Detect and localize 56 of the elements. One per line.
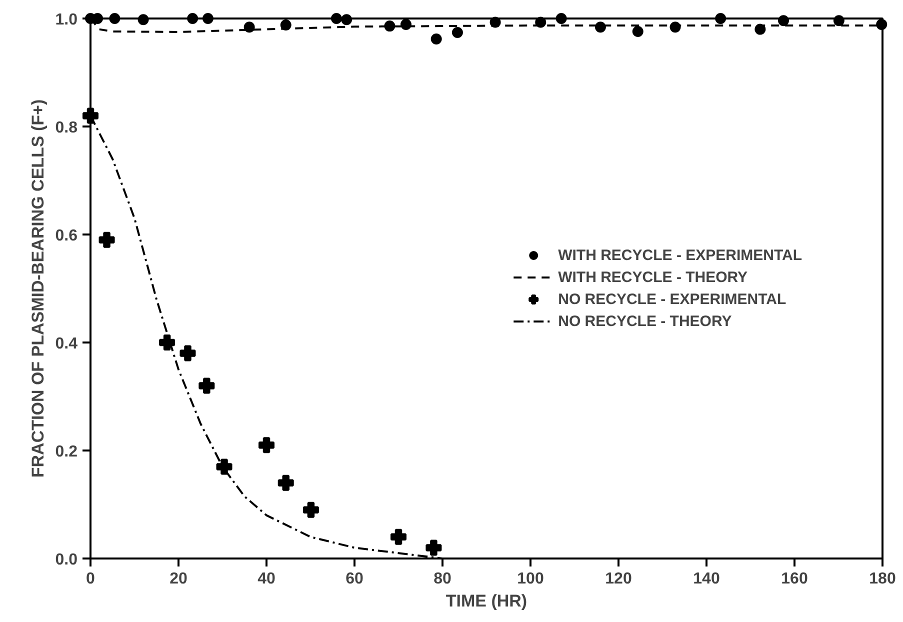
point [138,14,149,26]
point [556,13,567,24]
point [670,22,681,33]
point [98,232,115,248]
point [390,528,406,545]
point [330,13,342,24]
point [82,108,98,124]
x-tick-label: 140 [693,570,720,588]
legend-label: NO RECYCLE - THEORY [558,312,732,330]
point [632,26,644,37]
point [109,13,120,24]
y-tick-label: 0.4 [55,336,78,352]
point [535,16,546,28]
point [159,334,176,350]
y-tick-label: 0.6 [55,228,78,244]
x-tick-label: 80 [434,570,452,588]
point [754,24,766,35]
point [384,20,396,32]
point [778,15,789,26]
x-tick-label: 180 [869,570,896,588]
point [876,18,888,30]
x-tick-label: 0 [86,570,96,588]
point [302,502,319,518]
point [490,16,501,28]
legend-label: WITH RECYCLE - EXPERIMENTAL [558,246,802,264]
point [180,345,196,362]
x-tick-label: 120 [605,570,632,588]
point [833,15,844,26]
point [278,474,294,491]
y-axis-title: FRACTION OF PLASMID-BEARING CELLS (F+) [28,99,48,478]
point [400,18,412,30]
x-tick-label: 100 [517,570,544,588]
point [341,14,352,26]
x-tick-label: 40 [258,570,276,588]
y-tick-label: 0.0 [55,552,78,568]
point [594,22,606,33]
point [430,34,442,45]
point [202,13,214,24]
point [280,19,292,30]
point [244,22,255,33]
y-tick-label: 0.2 [55,444,78,460]
x-axis-title: TIME (HR) [446,592,528,610]
point [258,437,274,454]
y-tick-label: 0.8 [55,120,78,136]
point [216,458,232,475]
legend-label: WITH RECYCLE - THEORY [558,268,748,286]
legend-label: NO RECYCLE - EXPERIMENTAL [558,290,786,308]
x-tick-label: 20 [170,570,188,588]
point [187,13,198,24]
point [715,13,726,24]
x-tick-label: 160 [781,570,808,588]
point [452,27,463,38]
point [426,540,442,556]
y-tick-label: 1.0 [55,12,78,28]
point [198,378,215,394]
x-tick-label: 60 [346,570,364,588]
